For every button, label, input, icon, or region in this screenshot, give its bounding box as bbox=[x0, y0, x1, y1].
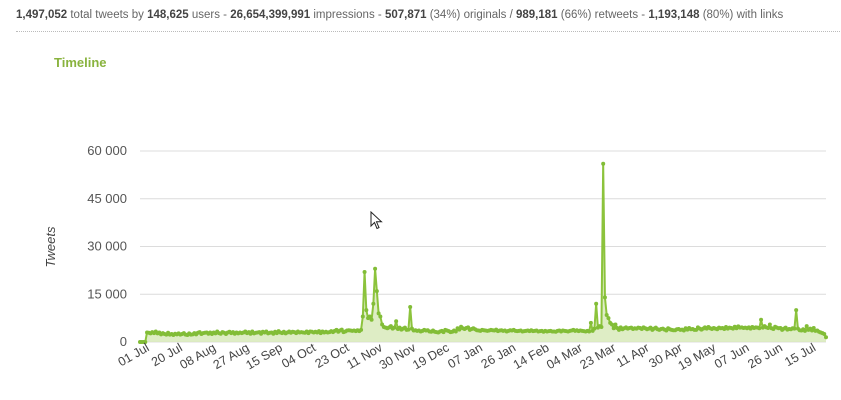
data-point bbox=[792, 326, 797, 331]
data-point bbox=[606, 316, 611, 321]
data-point bbox=[604, 312, 609, 317]
x-tick-label: 11 Apr bbox=[614, 340, 652, 370]
links-count: 1,193,148 bbox=[648, 9, 700, 21]
x-tick-label: 11 Nov bbox=[344, 340, 385, 372]
x-tick-label: 04 Oct bbox=[279, 340, 318, 371]
users-label: users - bbox=[188, 9, 231, 21]
impressions-label: impressions - bbox=[310, 9, 385, 21]
data-point bbox=[592, 326, 597, 331]
originals-count: 507,871 bbox=[384, 9, 427, 21]
data-point bbox=[804, 324, 809, 329]
y-tick-label: 15 000 bbox=[87, 286, 127, 301]
data-point bbox=[822, 332, 827, 337]
data-point bbox=[613, 322, 618, 327]
data-point bbox=[811, 325, 816, 330]
retweets-count: 989,181 bbox=[516, 9, 558, 21]
data-point bbox=[408, 304, 413, 309]
x-tick-label: 19 May bbox=[676, 340, 719, 373]
data-point bbox=[767, 322, 772, 327]
x-tick-label: 07 Jun bbox=[712, 340, 752, 371]
data-point bbox=[588, 320, 593, 325]
data-point bbox=[143, 340, 148, 344]
x-tick-label: 14 Feb bbox=[511, 340, 552, 372]
data-point bbox=[824, 335, 828, 340]
x-tick-label: 26 Jun bbox=[745, 340, 785, 371]
stats-summary: 1,497,052 total tweets by 148,625 users … bbox=[16, 9, 841, 21]
data-point bbox=[374, 289, 379, 294]
x-tick-label: 23 Oct bbox=[313, 340, 352, 371]
data-point bbox=[759, 317, 764, 322]
x-tick-label: 19 Dec bbox=[410, 340, 451, 372]
data-point bbox=[766, 325, 771, 330]
data-point bbox=[392, 325, 397, 330]
data-point bbox=[394, 319, 399, 324]
users-count: 148,625 bbox=[147, 9, 189, 21]
x-tick-label: 15 Sep bbox=[244, 340, 285, 372]
series-area bbox=[140, 163, 826, 342]
data-point bbox=[794, 308, 799, 313]
data-point bbox=[371, 301, 376, 306]
retweets-label: (66%) retweets - bbox=[557, 9, 649, 21]
originals-label: (34%) originals / bbox=[426, 9, 516, 21]
tweets-label: total tweets by bbox=[67, 9, 148, 21]
x-tick-label: 27 Aug bbox=[211, 340, 252, 372]
y-tick-label: 0 bbox=[120, 334, 127, 349]
data-point bbox=[362, 269, 367, 274]
x-tick-label: 15 Jul bbox=[782, 340, 818, 369]
data-point bbox=[802, 328, 807, 333]
y-tick-label: 45 000 bbox=[87, 191, 127, 206]
y-axis-label: Tweets bbox=[43, 226, 58, 267]
x-tick-label: 30 Nov bbox=[377, 340, 419, 372]
data-point bbox=[359, 327, 364, 332]
mouse-pointer-icon bbox=[370, 211, 383, 230]
chart-title: Timeline bbox=[54, 55, 107, 70]
data-point bbox=[376, 311, 381, 316]
divider bbox=[16, 31, 840, 32]
x-tick-label: 23 Mar bbox=[577, 340, 618, 372]
x-tick-label: 08 Aug bbox=[177, 340, 218, 372]
data-point bbox=[367, 314, 372, 319]
x-tick-label: 07 Jan bbox=[445, 340, 485, 371]
data-point bbox=[594, 301, 599, 306]
y-tick-label: 30 000 bbox=[87, 239, 127, 254]
data-point bbox=[457, 327, 462, 332]
data-point bbox=[757, 326, 762, 331]
data-point bbox=[453, 329, 458, 334]
series-line bbox=[140, 162, 827, 343]
data-point bbox=[364, 308, 369, 313]
x-tick-label: 04 Mar bbox=[544, 340, 585, 372]
data-point bbox=[601, 161, 606, 166]
tweets-count: 1,497,052 bbox=[16, 9, 68, 21]
x-tick-label: 26 Jan bbox=[479, 340, 519, 371]
data-point bbox=[369, 317, 374, 322]
data-point bbox=[360, 314, 365, 319]
data-point bbox=[587, 329, 592, 334]
links-label: (80%) with links bbox=[699, 9, 784, 21]
data-point bbox=[611, 326, 616, 331]
impressions-count: 26,654,399,991 bbox=[230, 9, 311, 21]
y-tick-label: 60 000 bbox=[87, 143, 127, 158]
data-point bbox=[599, 325, 604, 330]
data-point bbox=[609, 322, 614, 327]
data-point bbox=[378, 314, 383, 319]
data-point bbox=[602, 295, 607, 300]
data-point bbox=[406, 327, 411, 332]
data-point bbox=[373, 266, 378, 271]
